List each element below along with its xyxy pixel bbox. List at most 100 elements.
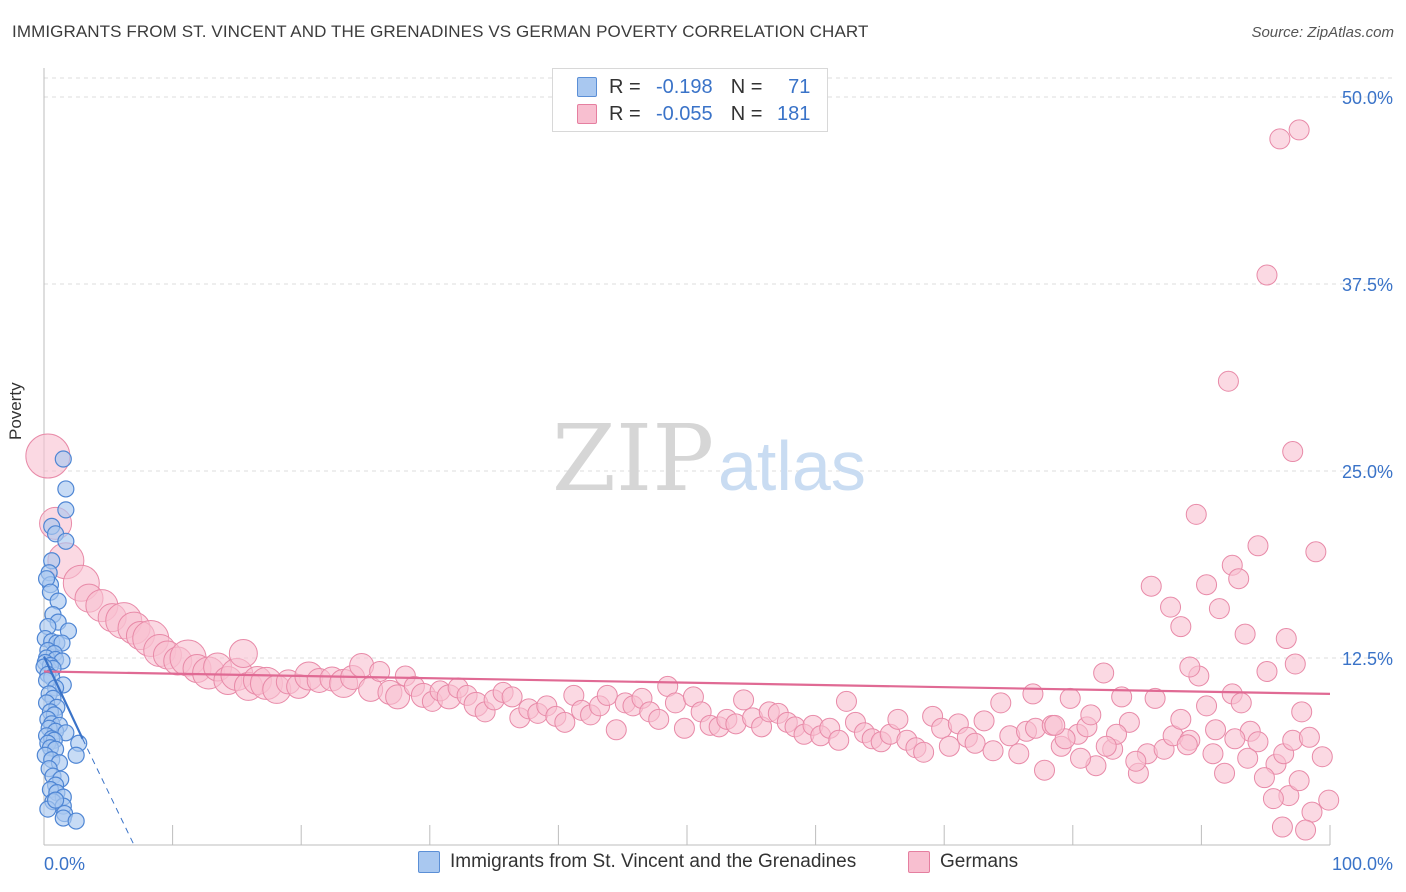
germans-point (596, 684, 618, 706)
y-tick-label: 50.0% (1342, 88, 1393, 108)
legend-swatch-pink (577, 104, 597, 124)
germans-point (1095, 735, 1117, 757)
germans-point (1202, 743, 1224, 765)
germans-point (554, 711, 576, 733)
x-tick-label: 100.0% (1332, 854, 1393, 874)
bottom-legend-label: Germans (940, 851, 1019, 872)
germans-point (1125, 750, 1147, 772)
legend-swatch-blue (577, 77, 597, 97)
germans-point (1291, 701, 1313, 723)
germans-point (1044, 714, 1066, 736)
trend-lines (43, 656, 1331, 846)
germans-point (648, 708, 670, 730)
germans-point (501, 686, 523, 708)
legend-r-label: R = (609, 102, 641, 125)
germans-point (1196, 574, 1218, 596)
germans-point (1311, 746, 1333, 768)
bottom-legend-label: Immigrants from St. Vincent and the Gren… (450, 851, 857, 872)
tick-labels: 12.5% 25.0% 37.5% 50.0% 0.0% 100.0% (44, 88, 1393, 874)
germans-point (1170, 616, 1192, 638)
germans-point (1262, 788, 1284, 810)
bottom-legend-immigrants: Immigrants from St. Vincent and the Gren… (418, 851, 856, 873)
germans-point (1214, 762, 1236, 784)
germans-point (1305, 541, 1327, 563)
bottom-legend-swatch-blue (418, 851, 440, 873)
germans-point (1093, 662, 1115, 684)
germans-point (1237, 747, 1259, 769)
immigrants-point (57, 480, 75, 498)
immigrants-trend-line (43, 656, 84, 740)
germans-point (913, 741, 935, 763)
legend-r-value: -0.198 (655, 75, 713, 98)
germans-point (1217, 370, 1239, 392)
correlation-legend: R = -0.198 N = 71 R = -0.055 N = 181 (552, 68, 828, 132)
bottom-legend-germans: Germans (908, 851, 1018, 873)
germans-point (733, 689, 755, 711)
germans-point (1275, 628, 1297, 650)
chart-title: IMMIGRANTS FROM ST. VINCENT AND THE GREN… (12, 22, 869, 41)
y-tick-label: 12.5% (1342, 649, 1393, 669)
grid-lines (44, 77, 1392, 659)
germans-point (664, 692, 686, 714)
germans-point (1208, 598, 1230, 620)
germans-point (1224, 728, 1246, 750)
germans-point (1288, 770, 1310, 792)
germans-points (25, 119, 1340, 841)
germans-point (385, 684, 411, 710)
germans-point (1111, 686, 1133, 708)
watermark-atlas: atlas (718, 427, 866, 505)
germans-point (1301, 801, 1323, 823)
germans-point (1234, 623, 1256, 645)
y-tick-label: 37.5% (1342, 275, 1393, 295)
germans-point (1144, 687, 1166, 709)
germans-point (1185, 503, 1207, 525)
germans-point (1271, 816, 1293, 838)
legend-row-germans: R = -0.055 N = 181 (577, 102, 810, 126)
germans-point (835, 690, 857, 712)
germans-point (1256, 660, 1278, 682)
immigrants-point (57, 501, 75, 519)
watermark-zip: ZIP (552, 405, 714, 512)
germans-point (1256, 264, 1278, 286)
watermark: ZIP atlas (552, 405, 866, 512)
germans-point (1295, 819, 1317, 841)
germans-point (1269, 128, 1291, 150)
germans-point (1059, 687, 1081, 709)
germans-point (1022, 683, 1044, 705)
germans-point (1318, 789, 1340, 811)
germans-point (1205, 719, 1227, 741)
germans-point (1140, 575, 1162, 597)
germans-point (1179, 656, 1201, 678)
germans-point (1284, 653, 1306, 675)
germans-point (228, 639, 258, 669)
bottom-legend-swatch-pink (908, 851, 930, 873)
legend-n-label: N = (730, 75, 763, 98)
immigrants-point (46, 791, 65, 809)
immigrants-point (54, 450, 72, 468)
germans-point (1170, 708, 1192, 730)
germans-point (1008, 743, 1030, 765)
legend-r-label: R = (609, 75, 641, 98)
legend-r-value: -0.055 (655, 102, 713, 125)
germans-point (1176, 734, 1198, 756)
germans-point (990, 692, 1012, 714)
germans-point (973, 710, 995, 732)
germans-point (887, 708, 909, 730)
immigrants-point (67, 746, 85, 764)
germans-point (1253, 767, 1275, 789)
germans-trend-line (43, 670, 1331, 696)
y-tick-label: 25.0% (1342, 462, 1393, 482)
germans-point (964, 732, 986, 754)
germans-point (1230, 692, 1252, 714)
immigrants-point (57, 532, 75, 550)
germans-point (982, 740, 1004, 762)
immigrants-trend-extension (82, 738, 135, 846)
germans-point (1298, 726, 1320, 748)
germans-point (1247, 535, 1269, 557)
y-axis-label: Poverty (6, 382, 25, 440)
germans-point (1247, 731, 1269, 753)
legend-n-value: 181 (777, 102, 811, 125)
germans-point (1080, 704, 1102, 726)
germans-point (1196, 695, 1218, 717)
